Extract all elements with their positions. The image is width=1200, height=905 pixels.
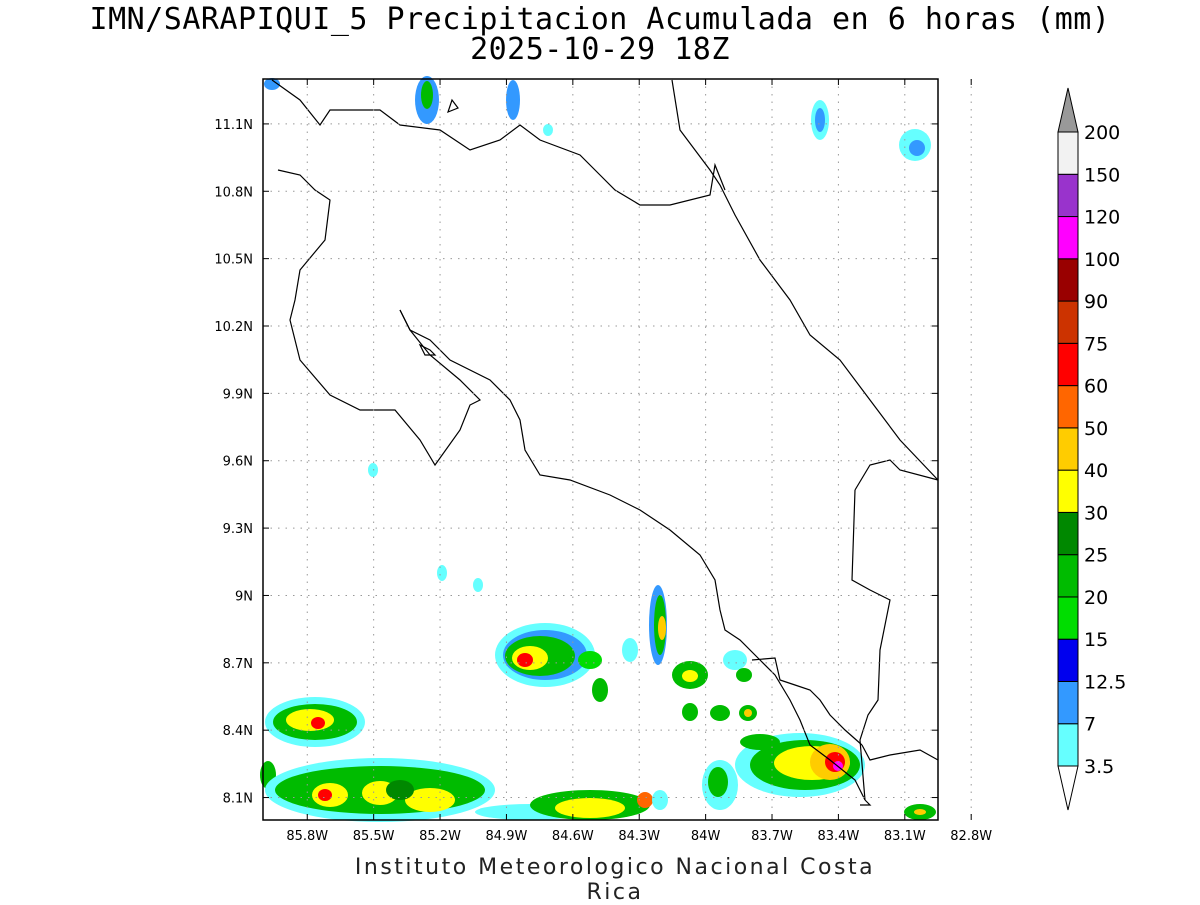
map-frame [262,78,939,821]
lat-tick-label: 9.9N [223,387,253,402]
colorbar-label: 100 [1084,249,1120,271]
colorbar-segment [1057,173,1079,218]
lon-tick-label: 85.2W [419,829,461,844]
lat-tick-label: 8.1N [223,792,253,807]
colorbar-segment [1057,258,1079,302]
colorbar-label: 75 [1084,333,1108,355]
lat-tick-label: 10.8N [214,185,253,200]
map-title: IMN/SARAPIQUI_5 Precipitacion Acumulada … [89,2,1111,37]
latitude-axis: 8.1N 8.4N 8.7N 9N 9.3N 9.6N 9.9N 10.2N 10.5N 10.8… [214,118,253,807]
colorbar-label: 90 [1084,291,1108,313]
colorbar-segment [1057,385,1079,429]
lon-tick-label: 84W [691,829,721,844]
lat-tick-label: 9N [235,589,253,604]
colorbar-segment [1057,511,1079,556]
colorbar-segment [1057,723,1079,767]
colorbar-label: 30 [1084,502,1108,524]
lat-tick-label: 10.5N [214,253,253,268]
colorbar-segment [1057,300,1079,344]
lon-tick-label: 85.5W [353,829,395,844]
colorbar-segment [1057,638,1079,682]
lon-tick-label: 82.8W [950,829,992,844]
colorbar-segment [1057,469,1079,513]
map-datetime: 2025-10-29 18Z [470,32,730,67]
longitude-axis: 85.8W 85.5W 85.2W 84.9W 84.6W 84.3W 84W 83.7W 83… [286,829,992,844]
colorbar-segment [1057,342,1079,387]
lat-tick-label: 9.3N [223,522,253,537]
colorbar-label: 50 [1084,418,1108,440]
lon-tick-label: 84.9W [486,829,528,844]
colorbar-label: 15 [1084,629,1108,651]
colorbar-label: 60 [1084,376,1108,398]
colorbar-under-arrow [1057,765,1079,811]
colorbar-segment [1057,427,1079,471]
colorbar-label: 25 [1084,545,1108,567]
lat-tick-label: 8.7N [223,657,253,672]
lon-tick-label: 83.4W [818,829,860,844]
lon-tick-label: 83.7W [751,829,793,844]
lat-tick-label: 9.6N [223,455,253,470]
colorbar-label: 120 [1084,207,1120,229]
colorbar-label: 40 [1084,460,1108,482]
lat-tick-label: 8.4N [223,724,253,739]
colorbar-label: 7 [1084,714,1096,736]
lon-tick-label: 83.1W [884,829,926,844]
colorbar-segment [1057,131,1079,175]
lon-tick-label: 84.6W [552,829,594,844]
colorbar-segment [1057,216,1079,260]
colorbar-segment [1057,680,1079,725]
precipitation-colorbar: 3.5 7 12.5 15 20 25 30 40 50 60 75 90 100 120 150 200 [1057,87,1126,811]
lon-tick-label: 84.3W [618,829,660,844]
precip-field [260,76,936,822]
colorbar-label: 20 [1084,587,1108,609]
coastline [271,79,939,806]
colorbar-label: 3.5 [1084,756,1114,778]
colorbar-label: 200 [1084,122,1120,144]
map-grid [263,79,972,820]
colorbar-over-arrow [1057,87,1079,133]
footer-credit: Instituto Meteorologico Nacional Costa R… [354,855,876,905]
lat-tick-label: 11.1N [214,118,253,133]
lon-tick-label: 85.8W [286,829,328,844]
lat-tick-label: 10.2N [214,320,253,335]
colorbar-label: 150 [1084,164,1120,186]
colorbar-segment [1057,554,1079,598]
colorbar-segment [1057,596,1079,640]
colorbar-label: 12.5 [1084,671,1126,693]
